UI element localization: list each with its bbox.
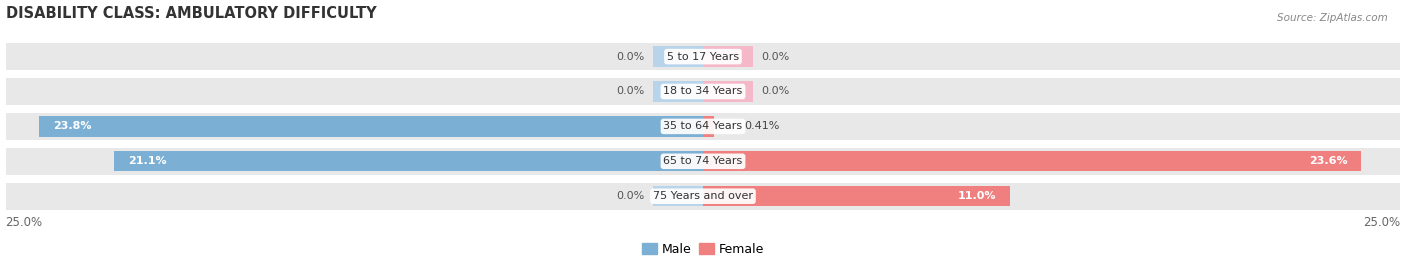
Text: 65 to 74 Years: 65 to 74 Years <box>664 156 742 166</box>
Text: DISABILITY CLASS: AMBULATORY DIFFICULTY: DISABILITY CLASS: AMBULATORY DIFFICULTY <box>6 6 377 20</box>
Bar <box>652 186 703 206</box>
Bar <box>703 148 1400 175</box>
Text: 35 to 64 Years: 35 to 64 Years <box>664 121 742 131</box>
Text: 0.41%: 0.41% <box>745 121 780 131</box>
Bar <box>6 148 703 175</box>
Text: 25.0%: 25.0% <box>1364 216 1400 229</box>
Bar <box>6 183 703 210</box>
Text: 25.0%: 25.0% <box>6 216 42 229</box>
Bar <box>703 151 1361 171</box>
Bar <box>703 43 1400 70</box>
Bar <box>703 183 1400 210</box>
Bar <box>6 43 703 70</box>
Text: 0.0%: 0.0% <box>616 52 644 62</box>
Text: 0.0%: 0.0% <box>762 87 790 97</box>
Legend: Male, Female: Male, Female <box>637 238 769 261</box>
Bar <box>6 113 703 140</box>
Bar <box>6 78 703 105</box>
Text: 0.0%: 0.0% <box>616 191 644 201</box>
Text: 21.1%: 21.1% <box>128 156 167 166</box>
Bar <box>39 116 703 137</box>
Bar <box>703 113 1400 140</box>
Text: 18 to 34 Years: 18 to 34 Years <box>664 87 742 97</box>
Text: 23.6%: 23.6% <box>1309 156 1347 166</box>
Bar <box>652 47 703 67</box>
Bar <box>703 78 1400 105</box>
Text: 5 to 17 Years: 5 to 17 Years <box>666 52 740 62</box>
Bar <box>703 81 754 102</box>
Text: 11.0%: 11.0% <box>957 191 995 201</box>
Bar <box>652 81 703 102</box>
Bar <box>703 47 754 67</box>
Text: 75 Years and over: 75 Years and over <box>652 191 754 201</box>
Bar <box>114 151 703 171</box>
Text: 0.0%: 0.0% <box>762 52 790 62</box>
Bar <box>703 186 1010 206</box>
Bar <box>703 116 714 137</box>
Text: 23.8%: 23.8% <box>53 121 91 131</box>
Text: Source: ZipAtlas.com: Source: ZipAtlas.com <box>1277 13 1388 23</box>
Text: 0.0%: 0.0% <box>616 87 644 97</box>
